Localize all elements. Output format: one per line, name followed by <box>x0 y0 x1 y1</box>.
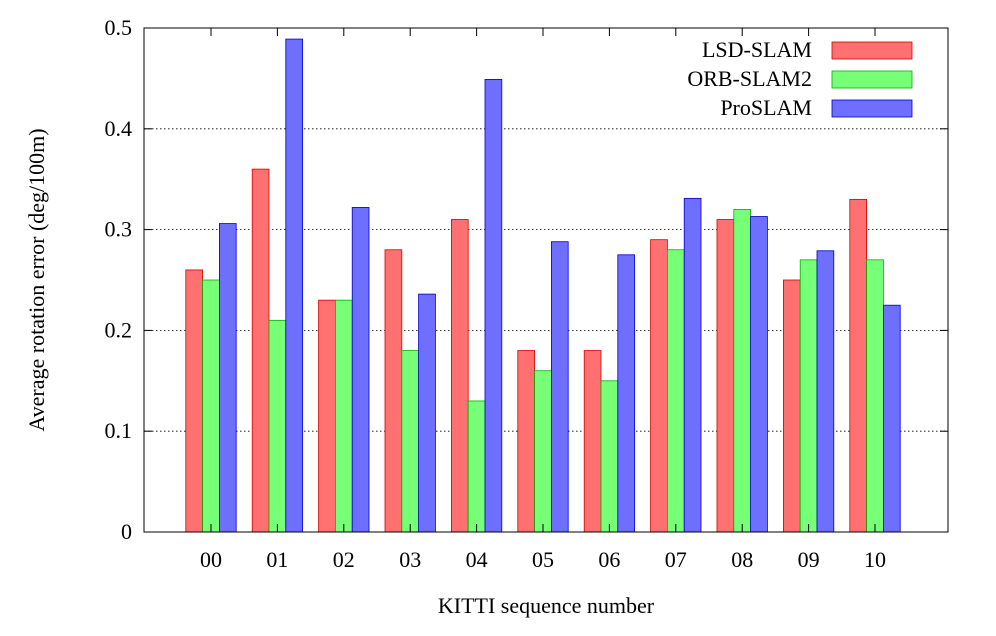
bar-proslam-09 <box>816 250 835 533</box>
legend-label-lsd-slam: LSD-SLAM <box>702 37 812 62</box>
x-tick-label: 05 <box>532 547 554 572</box>
bar-proslam-01 <box>285 38 303 533</box>
legend-label-orb-slam2: ORB-SLAM2 <box>687 66 812 91</box>
bar-lsd-slam-10 <box>849 198 867 533</box>
y-tick-label: 0.5 <box>105 15 133 40</box>
bar-orb-slam2-09 <box>799 259 818 533</box>
bar-orb-slam2-08 <box>733 209 751 533</box>
bar-lsd-slam-04 <box>450 219 469 533</box>
bar-orb-slam2-04 <box>467 400 486 533</box>
legend: LSD-SLAM ORB-SLAM2 ProSLAM <box>687 37 913 120</box>
plot-frame <box>143 27 949 533</box>
bars <box>185 38 901 533</box>
y-tick-label: 0.1 <box>105 418 133 443</box>
x-tick-label: 06 <box>598 547 620 572</box>
legend-swatch-proslam <box>831 99 913 118</box>
x-tick-label: 09 <box>798 547 820 572</box>
y-axis-title: Average rotation error (deg/100m) <box>24 128 49 431</box>
y-tick-label: 0.3 <box>105 217 133 242</box>
bar-proslam-00 <box>218 223 237 533</box>
y-tick-label: 0.2 <box>105 317 133 342</box>
bar-lsd-slam-06 <box>583 350 602 533</box>
bar-orb-slam2-05 <box>534 370 552 533</box>
x-tick-label: 04 <box>466 547 488 572</box>
bar-proslam-08 <box>750 216 768 533</box>
ticks: 0 0.1 0.2 0.3 0.4 0.5 00 01 02 03 04 05 06 07 08 09 10 <box>105 15 948 572</box>
bar-lsd-slam-01 <box>251 168 270 533</box>
bar-orb-slam2-01 <box>268 319 287 533</box>
bar-orb-slam2-07 <box>667 249 685 533</box>
legend-label-proslam: ProSLAM <box>720 95 812 120</box>
bar-proslam-06 <box>617 254 635 533</box>
bar-orb-slam2-00 <box>202 279 220 533</box>
bar-lsd-slam-08 <box>716 219 735 533</box>
x-tick-label: 08 <box>731 547 753 572</box>
bar-proslam-04 <box>484 79 503 533</box>
bar-lsd-slam-05 <box>517 350 535 533</box>
y-tick-label: 0 <box>121 519 132 544</box>
bar-orb-slam2-10 <box>866 259 884 533</box>
legend-swatch-orb-slam2 <box>831 70 913 89</box>
bar-proslam-03 <box>418 293 436 533</box>
bar-lsd-slam-07 <box>650 239 668 533</box>
x-tick-label: 03 <box>399 547 421 572</box>
bar-lsd-slam-09 <box>783 279 801 533</box>
bar-proslam-05 <box>551 241 569 533</box>
bar-lsd-slam-03 <box>384 249 403 533</box>
bar-orb-slam2-06 <box>600 380 619 533</box>
bar-proslam-10 <box>883 304 901 533</box>
x-tick-label: 02 <box>333 547 355 572</box>
bar-lsd-slam-00 <box>185 269 204 533</box>
x-axis-title: KITTI sequence number <box>438 593 655 618</box>
bar-orb-slam2-02 <box>334 299 353 533</box>
bar-proslam-02 <box>351 207 370 533</box>
y-tick-label: 0.4 <box>105 116 133 141</box>
legend-swatch-lsd-slam <box>831 41 913 60</box>
bar-orb-slam2-03 <box>401 350 419 533</box>
x-tick-label: 07 <box>665 547 687 572</box>
x-tick-label: 00 <box>200 547 222 572</box>
x-tick-label: 10 <box>864 547 886 572</box>
bar-proslam-07 <box>683 197 702 533</box>
x-tick-label: 01 <box>266 547 288 572</box>
bar-lsd-slam-02 <box>318 299 336 533</box>
